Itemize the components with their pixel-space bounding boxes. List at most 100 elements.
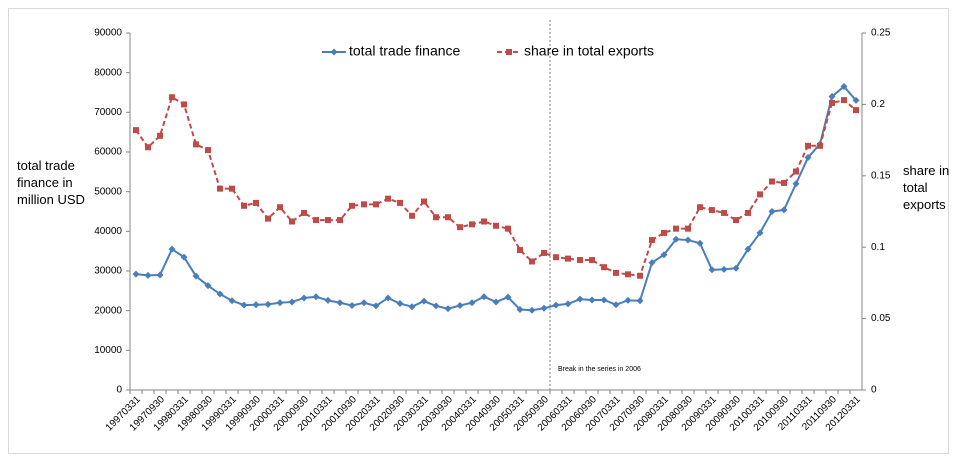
legend-marker xyxy=(330,48,338,56)
data-point xyxy=(720,265,728,273)
data-point xyxy=(600,296,608,304)
y-tick-label: 80000 xyxy=(94,67,122,78)
data-point xyxy=(576,295,584,303)
data-point xyxy=(673,225,679,232)
y-tick-label: 60000 xyxy=(94,147,122,158)
data-point xyxy=(361,201,367,208)
data-point xyxy=(469,221,475,228)
data-point xyxy=(277,204,283,211)
data-point xyxy=(169,94,175,101)
data-point xyxy=(624,296,632,304)
data-point xyxy=(637,272,643,279)
data-point xyxy=(240,301,248,309)
data-point xyxy=(204,282,212,290)
y-tick-label: 30000 xyxy=(94,266,122,277)
data-point xyxy=(684,236,692,244)
data-point xyxy=(253,199,259,206)
data-point xyxy=(852,96,860,104)
data-point xyxy=(348,302,356,310)
data-point xyxy=(181,101,187,108)
data-point xyxy=(613,269,619,276)
y-axis-title: total trade finance in million USD xyxy=(17,158,85,207)
data-point xyxy=(432,302,440,310)
data-point xyxy=(540,304,548,312)
data-point xyxy=(805,142,811,149)
y2-axis-title: share in total exports xyxy=(903,163,950,212)
data-point xyxy=(264,300,272,308)
data-point xyxy=(577,257,583,264)
data-point xyxy=(661,229,667,236)
data-point xyxy=(792,180,800,188)
data-point xyxy=(841,97,847,104)
data-point xyxy=(625,271,631,278)
data-point xyxy=(829,99,835,106)
data-point xyxy=(276,299,284,307)
y-tick-label: 50000 xyxy=(94,186,122,197)
data-point xyxy=(384,294,392,302)
data-point xyxy=(145,144,151,151)
data-point xyxy=(336,299,344,307)
data-point xyxy=(481,218,487,225)
data-point xyxy=(349,202,355,209)
data-point xyxy=(217,185,223,192)
data-point xyxy=(636,297,644,305)
legend-label: total trade finance xyxy=(349,43,461,59)
data-point xyxy=(444,305,452,313)
data-point xyxy=(612,301,620,309)
data-point xyxy=(360,299,368,307)
annotation: Break in the series in 2006 xyxy=(558,366,641,373)
series-line xyxy=(135,85,857,312)
data-point xyxy=(757,191,763,198)
data-point xyxy=(312,293,320,301)
data-point xyxy=(168,245,176,253)
data-point xyxy=(697,204,703,211)
data-point xyxy=(132,270,140,278)
data-point xyxy=(324,296,332,304)
data-point xyxy=(396,300,404,308)
data-point xyxy=(648,259,656,267)
data-point xyxy=(588,296,596,304)
data-point xyxy=(709,207,715,214)
data-point xyxy=(373,201,379,208)
data-point xyxy=(504,293,512,301)
y-tick-label: 90000 xyxy=(94,28,122,39)
data-point xyxy=(768,208,776,215)
y-tick-label: 40000 xyxy=(94,226,122,237)
data-point xyxy=(325,217,331,224)
data-point xyxy=(649,237,655,244)
data-point xyxy=(205,147,211,154)
data-point xyxy=(541,249,547,256)
data-point xyxy=(745,209,751,216)
data-point xyxy=(853,107,859,114)
data-point xyxy=(456,302,464,310)
data-point xyxy=(660,251,668,259)
data-point xyxy=(228,297,236,305)
data-point xyxy=(780,206,788,214)
data-point xyxy=(817,142,823,149)
data-point xyxy=(589,257,595,264)
y2-tick-label: 0 xyxy=(871,385,877,396)
data-point xyxy=(492,298,500,306)
data-point xyxy=(553,254,559,261)
data-point xyxy=(516,305,524,313)
legend-marker xyxy=(506,49,512,55)
data-point xyxy=(529,258,535,265)
data-point xyxy=(133,127,139,134)
data-point xyxy=(157,132,163,139)
data-point xyxy=(241,202,247,209)
y2-tick-label: 0.2 xyxy=(871,99,885,110)
data-point xyxy=(696,239,704,247)
data-point xyxy=(685,225,691,232)
data-point xyxy=(781,179,787,186)
data-point xyxy=(733,217,739,224)
y2-tick-label: 0.1 xyxy=(871,242,885,253)
data-point xyxy=(301,209,307,216)
data-point xyxy=(480,293,488,301)
data-point xyxy=(601,264,607,271)
data-point xyxy=(420,297,428,305)
data-point xyxy=(421,198,427,205)
data-point xyxy=(385,195,391,202)
data-point xyxy=(192,272,200,280)
data-point xyxy=(804,154,812,162)
